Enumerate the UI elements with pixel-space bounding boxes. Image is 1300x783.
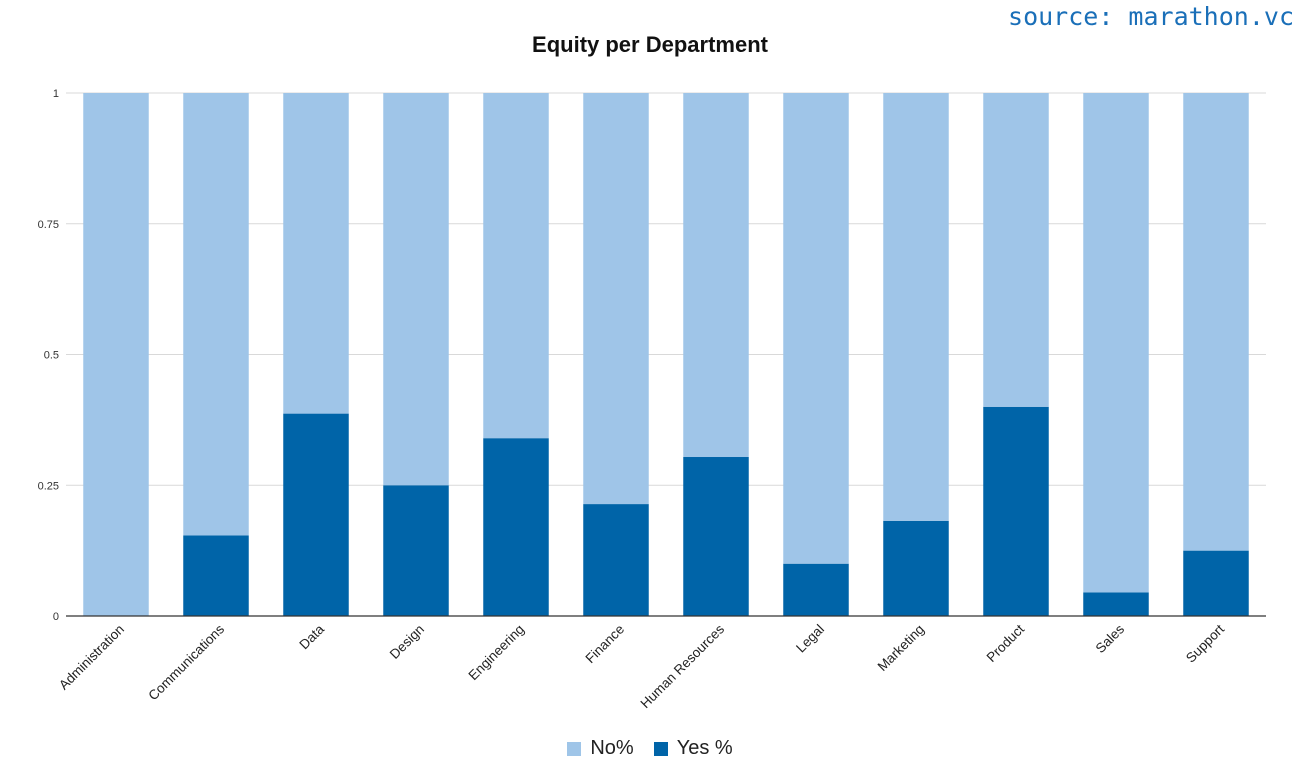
bar-finance-no xyxy=(583,93,649,505)
y-tick-label: 1 xyxy=(53,88,59,100)
bar-human-resources-no xyxy=(683,93,749,458)
x-axis-labels: Administration Communications Data Design En… xyxy=(56,621,1227,711)
bar-sales-no xyxy=(1083,93,1149,593)
y-axis-ticks: 0 0.25 0.5 0.75 1 xyxy=(38,88,59,623)
legend-swatch-no xyxy=(567,741,582,756)
gridlines xyxy=(66,92,1266,486)
legend-item-yes: Yes % xyxy=(653,737,733,760)
x-tick-label: Administration xyxy=(56,622,127,693)
bar-finance-yes xyxy=(583,504,649,616)
bar-design-no xyxy=(383,93,449,486)
y-tick-label: 0.5 xyxy=(44,350,59,362)
legend-label-no: No% xyxy=(590,737,634,759)
bar-legal-no xyxy=(783,93,849,564)
bar-support-yes xyxy=(1183,550,1249,616)
y-tick-label: 0.25 xyxy=(38,480,59,492)
x-tick-label: Product xyxy=(984,621,1028,665)
legend-item-no: No% xyxy=(567,737,634,760)
y-tick-label: 0.75 xyxy=(38,219,59,231)
x-tick-label: Sales xyxy=(1093,621,1128,656)
chart-title: Equity per Department xyxy=(532,32,768,57)
legend-label-yes: Yes % xyxy=(676,737,733,759)
bar-marketing-yes xyxy=(883,520,949,616)
x-tick-label: Design xyxy=(387,622,427,662)
bar-administration-no xyxy=(83,93,149,616)
bar-product-no xyxy=(983,93,1049,407)
x-tick-label: Support xyxy=(1183,621,1227,665)
bar-data-no xyxy=(283,93,349,414)
bar-engineering-no xyxy=(483,93,549,439)
bars xyxy=(83,93,1249,616)
x-tick-label: Finance xyxy=(583,622,628,667)
y-tick-label: 0 xyxy=(53,611,59,623)
bar-legal-yes xyxy=(783,563,849,616)
bar-sales-yes xyxy=(1083,592,1149,616)
legend: No% Yes % xyxy=(0,737,1300,760)
bar-human-resources-yes xyxy=(683,457,749,616)
source-label: source: marathon.vc xyxy=(1008,2,1294,31)
bar-engineering-yes xyxy=(483,438,549,616)
x-tick-label: Communications xyxy=(145,621,227,703)
bar-marketing-no xyxy=(883,93,949,521)
x-tick-label: Data xyxy=(296,621,327,652)
bar-communications-yes xyxy=(183,535,249,616)
x-tick-label: Marketing xyxy=(875,622,928,675)
legend-swatch-yes xyxy=(653,741,668,756)
bar-communications-no xyxy=(183,93,249,536)
bar-support-no xyxy=(1183,93,1249,551)
bar-design-yes xyxy=(383,485,449,616)
bar-product-yes xyxy=(983,406,1049,616)
x-tick-label: Engineering xyxy=(466,622,528,684)
x-tick-label: Human Resources xyxy=(637,621,727,711)
x-tick-label: Legal xyxy=(793,622,827,656)
bar-data-yes xyxy=(283,413,349,616)
